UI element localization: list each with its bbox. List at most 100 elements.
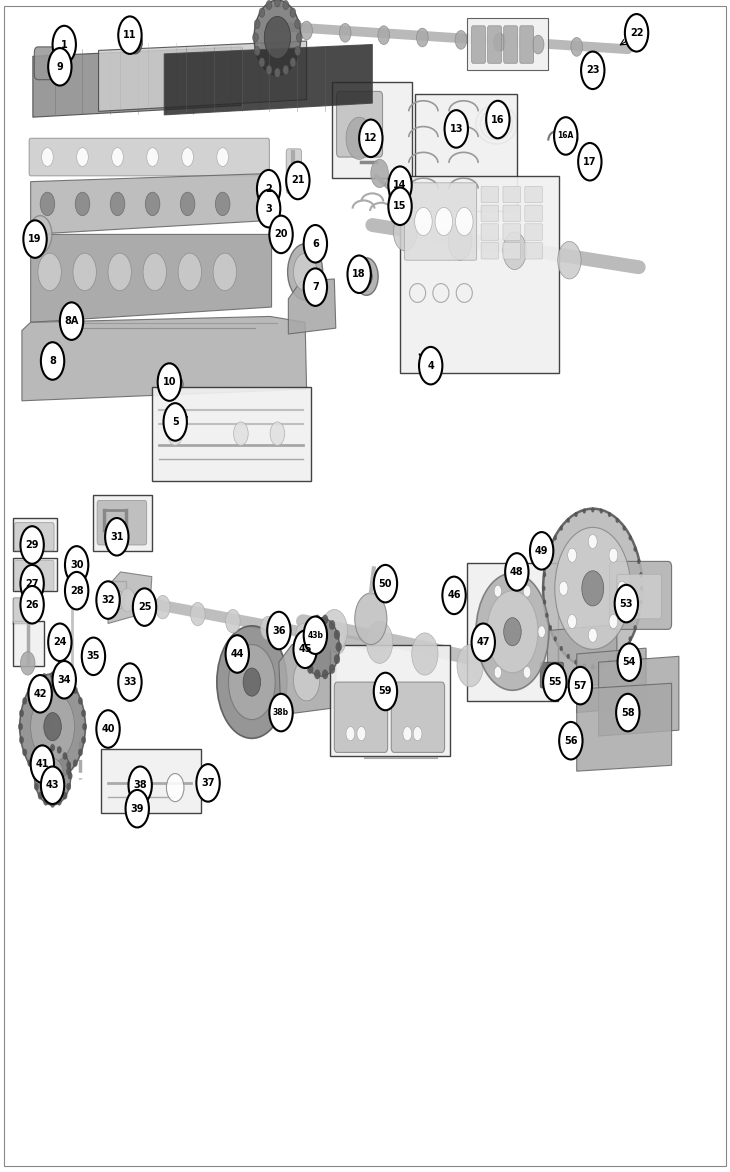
Circle shape: [41, 766, 64, 804]
Circle shape: [639, 600, 642, 605]
Circle shape: [42, 148, 53, 166]
Text: 28: 28: [70, 586, 83, 595]
Circle shape: [257, 170, 280, 207]
Circle shape: [50, 800, 55, 808]
Text: 25: 25: [138, 602, 151, 612]
Text: 59: 59: [379, 687, 392, 696]
Text: 2: 2: [265, 184, 272, 193]
Circle shape: [417, 28, 429, 47]
FancyBboxPatch shape: [467, 563, 558, 701]
Circle shape: [259, 8, 265, 18]
FancyBboxPatch shape: [330, 645, 450, 756]
Circle shape: [34, 783, 39, 790]
Circle shape: [296, 33, 302, 42]
Circle shape: [73, 253, 96, 291]
Circle shape: [347, 255, 371, 293]
Polygon shape: [33, 47, 241, 117]
Circle shape: [623, 526, 626, 531]
Circle shape: [616, 694, 639, 731]
Circle shape: [66, 679, 71, 686]
Circle shape: [243, 668, 261, 696]
Circle shape: [143, 253, 166, 291]
Circle shape: [58, 673, 63, 680]
Text: 48: 48: [510, 567, 523, 577]
Circle shape: [65, 546, 88, 584]
Circle shape: [445, 110, 468, 148]
FancyBboxPatch shape: [13, 621, 44, 666]
Circle shape: [339, 23, 351, 42]
FancyBboxPatch shape: [472, 26, 485, 63]
Circle shape: [44, 747, 48, 754]
Circle shape: [182, 148, 193, 166]
Circle shape: [60, 302, 83, 340]
FancyBboxPatch shape: [488, 26, 502, 63]
Text: 46: 46: [447, 591, 461, 600]
Text: 27: 27: [26, 579, 39, 588]
Circle shape: [568, 614, 577, 628]
Circle shape: [48, 48, 72, 86]
Text: 16A: 16A: [558, 131, 574, 141]
Text: 47: 47: [477, 638, 490, 647]
Circle shape: [530, 532, 553, 570]
Text: 54: 54: [623, 657, 636, 667]
Circle shape: [442, 577, 466, 614]
Circle shape: [228, 645, 275, 720]
FancyBboxPatch shape: [520, 26, 534, 63]
Circle shape: [168, 422, 182, 445]
Circle shape: [267, 612, 291, 649]
Circle shape: [23, 697, 27, 704]
FancyBboxPatch shape: [13, 598, 32, 624]
Circle shape: [259, 57, 265, 67]
Circle shape: [28, 675, 52, 713]
Circle shape: [78, 697, 82, 704]
FancyBboxPatch shape: [481, 205, 499, 222]
Circle shape: [33, 772, 37, 779]
FancyBboxPatch shape: [101, 749, 201, 813]
FancyBboxPatch shape: [15, 523, 54, 551]
Text: 12: 12: [364, 134, 377, 143]
Text: 35: 35: [87, 652, 100, 661]
Circle shape: [549, 626, 552, 631]
Circle shape: [34, 747, 71, 805]
Circle shape: [371, 159, 388, 188]
FancyBboxPatch shape: [617, 574, 661, 619]
Circle shape: [486, 101, 510, 138]
Circle shape: [23, 749, 27, 756]
Circle shape: [96, 710, 120, 748]
FancyBboxPatch shape: [503, 186, 520, 203]
Circle shape: [346, 727, 355, 741]
FancyBboxPatch shape: [404, 183, 477, 260]
Circle shape: [560, 646, 563, 650]
Circle shape: [374, 565, 397, 602]
Circle shape: [286, 162, 310, 199]
Circle shape: [609, 614, 618, 628]
Circle shape: [336, 642, 342, 652]
FancyBboxPatch shape: [108, 581, 126, 605]
Circle shape: [215, 192, 230, 216]
Circle shape: [82, 736, 86, 743]
FancyBboxPatch shape: [13, 518, 57, 551]
Text: 32: 32: [101, 595, 115, 605]
Circle shape: [274, 0, 280, 7]
Circle shape: [180, 192, 195, 216]
Text: 10: 10: [163, 377, 176, 387]
Circle shape: [302, 631, 308, 640]
Circle shape: [388, 166, 412, 204]
Circle shape: [457, 645, 483, 687]
Text: 39: 39: [131, 804, 144, 813]
Circle shape: [472, 624, 495, 661]
Circle shape: [346, 117, 372, 159]
Text: 50: 50: [379, 579, 392, 588]
Circle shape: [378, 26, 390, 45]
Circle shape: [44, 713, 61, 741]
Circle shape: [588, 628, 597, 642]
FancyBboxPatch shape: [93, 495, 152, 551]
Circle shape: [639, 572, 642, 577]
Text: 18: 18: [353, 270, 366, 279]
Circle shape: [545, 559, 548, 564]
Text: 38b: 38b: [273, 708, 289, 717]
Circle shape: [34, 762, 39, 769]
Circle shape: [28, 687, 32, 694]
Circle shape: [554, 117, 577, 155]
FancyBboxPatch shape: [467, 18, 548, 70]
